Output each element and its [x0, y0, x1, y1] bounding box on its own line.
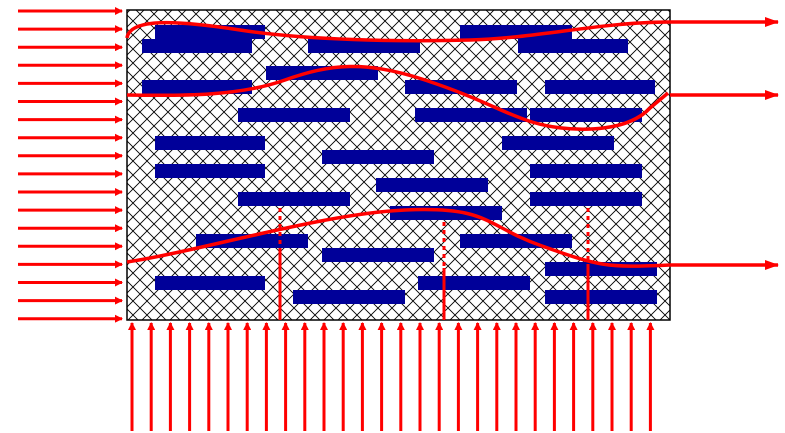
barrier [530, 108, 642, 122]
barrier [502, 136, 614, 150]
barrier [142, 39, 252, 53]
barrier [155, 164, 265, 178]
barrier [155, 136, 265, 150]
barrier [376, 178, 488, 192]
page: (() => { const NS = 'http://www.w3.org/2… [0, 0, 785, 433]
barrier [238, 192, 350, 206]
barrier [545, 290, 657, 304]
diagram [0, 0, 785, 433]
barrier [322, 150, 434, 164]
barrier [530, 164, 642, 178]
barrier [545, 80, 655, 94]
barrier [293, 290, 405, 304]
barrier [155, 276, 265, 290]
barrier [418, 276, 530, 290]
barrier [322, 248, 434, 262]
barrier [238, 108, 350, 122]
barrier [518, 39, 628, 53]
barrier [530, 192, 642, 206]
